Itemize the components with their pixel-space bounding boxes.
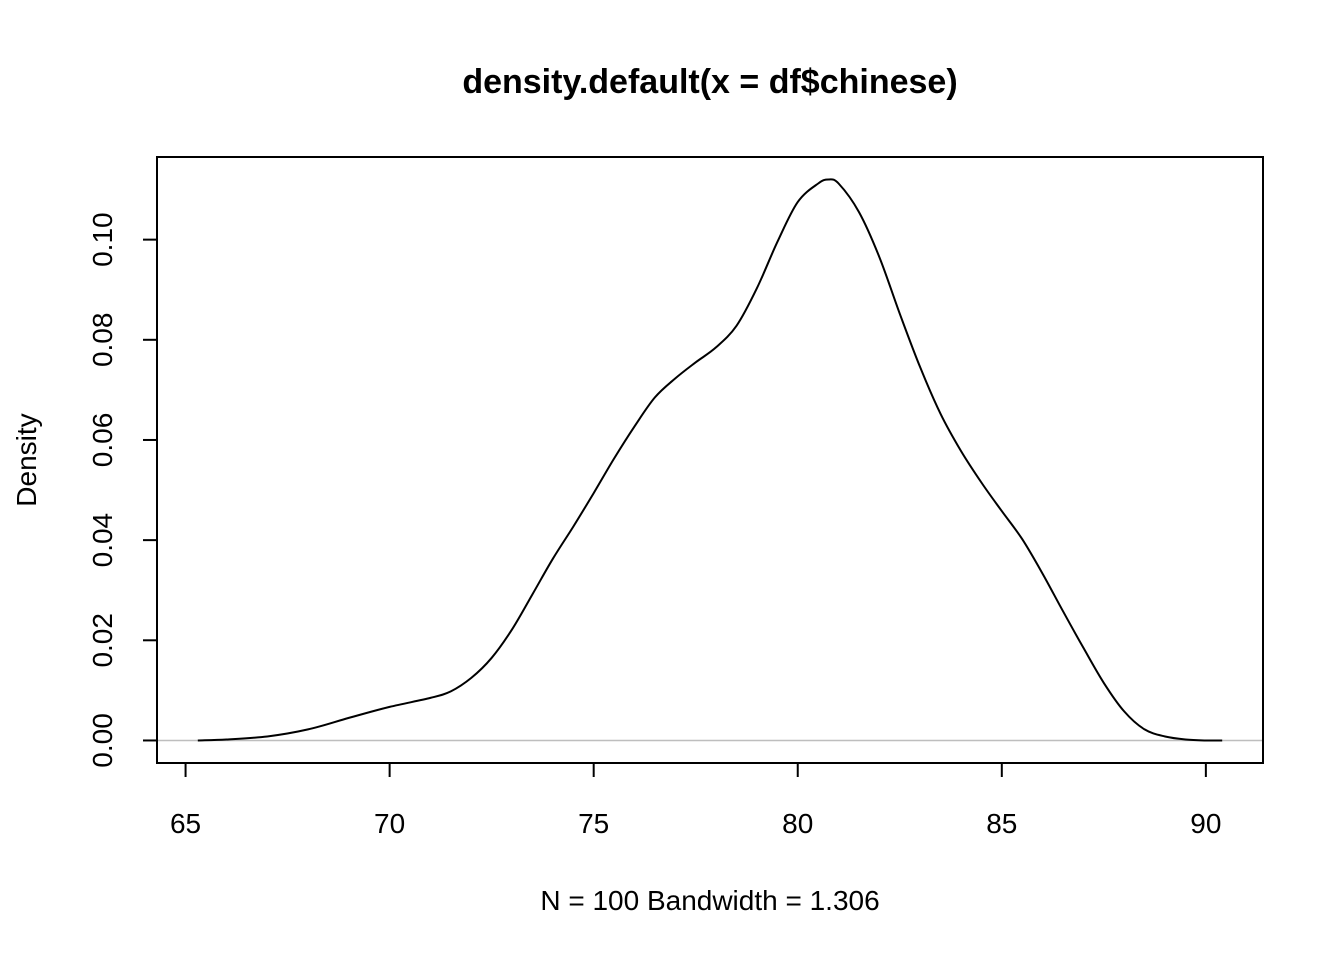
y-tick-label: 0.10 [87,212,118,266]
x-tick-label: 70 [374,808,405,839]
chart-title: density.default(x = df$chinese) [462,63,957,101]
y-tick-label: 0.06 [87,413,118,468]
y-tick-label: 0.00 [87,713,118,768]
x-tick-label: 75 [578,808,609,839]
x-tick-label: 80 [782,808,813,839]
y-tick-label: 0.04 [87,513,118,568]
x-axis-label: N = 100 Bandwidth = 1.306 [540,885,879,916]
y-axis: 0.00 0.02 0.04 0.06 0.08 0.10 [87,212,158,768]
y-tick-label: 0.08 [87,313,118,368]
density-curve [197,178,1223,742]
y-tick-label: 0.02 [87,613,118,668]
y-axis-label: Density [11,413,42,506]
x-tick-label: 85 [986,808,1017,839]
x-tick-label: 90 [1190,808,1221,839]
x-tick-label: 65 [170,808,201,839]
x-axis: 65 70 75 80 85 90 [170,762,1221,839]
